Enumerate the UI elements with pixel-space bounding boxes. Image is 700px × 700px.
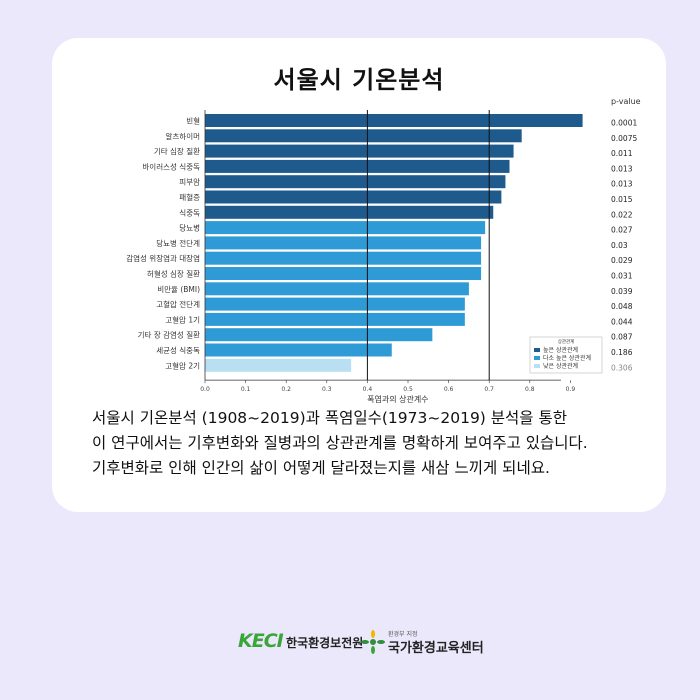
category-label-4: 바이러스성 식중독 (142, 161, 200, 171)
bar-17 (205, 358, 352, 372)
category-label-7: 식중독 (179, 208, 200, 217)
description-line-3: 기후변화로 인해 인간의 삶이 어떻게 달라졌는지를 새삼 느끼게 되네요. (92, 459, 550, 477)
category-label-2: 알츠하이머 (166, 131, 201, 141)
legend-box (529, 336, 603, 374)
legend-swatch-2 (534, 356, 540, 360)
x-tick-label-1: 0.0 (200, 386, 210, 393)
category-label-14: 고혈압 1기 (165, 314, 200, 324)
footer: KECI 한국환경보전원 환경부 지정 국가환경교육센터 (0, 628, 700, 658)
x-tick-label-10: 0.9 (566, 386, 576, 393)
p-value-7: 0.022 (611, 210, 633, 219)
chart-svg: 빈혈 0.0001 알츠하이머 0.0075 기타 심장 질환 0.011 바이러스성 식중… (126, 97, 641, 404)
bar-1 (205, 114, 583, 127)
p-value-6: 0.015 (611, 195, 633, 204)
legend-label-2: 다소 높은 상관관계 (543, 354, 591, 362)
description: 서울시 기온분석 (1908~2019)과 폭염일수(1973~2019) 분석… (92, 406, 652, 481)
correlation-chart: 빈혈 0.0001 알츠하이머 0.0075 기타 심장 질환 0.011 바이러스성 식중… (112, 94, 652, 444)
p-value-17: 0.306 (611, 363, 633, 372)
bar-8 (205, 221, 486, 235)
page-title: 서울시 기온분석 (273, 66, 445, 94)
description-line-2: 이 연구에서는 기후변화와 질병과의 상관관계를 명확하게 보여주고 있습니다. (92, 434, 588, 452)
p-value-10: 0.029 (611, 256, 633, 265)
p-value-12: 0.039 (611, 287, 633, 296)
p-value-5: 0.013 (611, 180, 633, 189)
category-label-8: 당뇨병 (179, 223, 200, 233)
legend-swatch-3 (534, 364, 540, 368)
p-value-14: 0.044 (611, 317, 633, 326)
org2-subtitle: 환경부 지정 (388, 631, 418, 638)
legend-label-3: 낮은 상관관계 (543, 362, 578, 370)
x-tick-label-4: 0.3 (322, 386, 332, 393)
p-value-11: 0.031 (611, 272, 633, 281)
bar-15 (205, 328, 433, 342)
p-value-9: 0.03 (611, 241, 628, 250)
bar-13 (205, 297, 465, 311)
legend-title: 상관관계 (558, 338, 575, 345)
legend-label-1: 높은 상관관계 (543, 346, 578, 354)
category-label-10: 감염성 위장염과 대장염 (126, 253, 200, 263)
p-value-header: p-value (611, 97, 641, 106)
category-label-9: 당뇨병 전단계 (156, 238, 200, 248)
category-label-15: 기타 장 감염성 질환 (138, 330, 200, 340)
leaf-logo-icon (361, 630, 385, 654)
x-tick-label-9: 0.8 (525, 386, 535, 393)
p-value-3: 0.011 (611, 149, 633, 158)
category-label-12: 비만율 (BMI) (157, 285, 200, 294)
x-tick-label-7: 0.6 (444, 386, 454, 393)
content-card: 서울시 기온분석 빈혈 0.0001 알츠하이머 0.0075 기타 심장 질환 0.01… (52, 38, 666, 512)
p-value-8: 0.027 (611, 226, 633, 235)
p-value-13: 0.048 (611, 302, 633, 311)
x-tick-label-2: 0.1 (241, 386, 251, 393)
bar-2 (205, 129, 522, 143)
org1-name: 한국환경보전원 (286, 636, 364, 650)
x-tick-label-5: 0.4 (363, 386, 373, 393)
legend-swatch-1 (534, 348, 540, 352)
bar-4 (205, 159, 510, 173)
keci-logo: KECI (238, 630, 284, 652)
category-label-3: 기타 심장 질환 (154, 146, 200, 156)
bar-7 (205, 205, 494, 219)
bar-11 (205, 267, 482, 280)
category-label-1: 빈혈 (186, 116, 200, 126)
p-value-15: 0.087 (611, 333, 633, 342)
category-label-5: 피부암 (179, 177, 200, 187)
category-label-11: 허혈성 심장 질환 (147, 269, 200, 279)
x-tick-label-3: 0.2 (281, 386, 291, 393)
p-value-16: 0.186 (611, 348, 633, 357)
category-label-13: 고혈압 전단계 (156, 299, 200, 309)
x-tick-label-8: 0.7 (484, 386, 494, 393)
bar-16 (205, 343, 392, 357)
category-label-16: 세균성 식중독 (156, 346, 200, 355)
bar-14 (205, 312, 465, 326)
bar-5 (205, 175, 506, 189)
bar-3 (205, 144, 514, 158)
category-label-6: 패혈증 (179, 192, 200, 202)
bar-10 (205, 251, 482, 265)
bar-6 (205, 190, 502, 204)
bar-12 (205, 282, 469, 296)
bar-9 (205, 236, 482, 250)
description-line-1: 서울시 기온분석 (1908~2019)과 폭염일수(1973~2019) 분석… (92, 409, 568, 427)
x-tick-label-6: 0.5 (403, 386, 413, 393)
category-label-17: 고혈압 2기 (165, 360, 200, 370)
org2-name: 국가환경교육센터 (388, 641, 484, 656)
p-value-4: 0.013 (611, 164, 633, 173)
p-value-2: 0.0075 (611, 134, 637, 143)
x-axis-label: 폭염과의 상관계수 (367, 394, 428, 404)
p-value-1: 0.0001 (611, 119, 637, 128)
